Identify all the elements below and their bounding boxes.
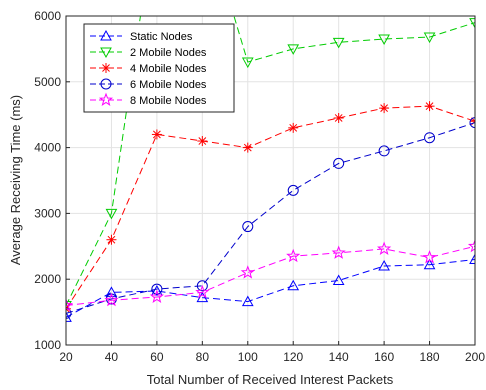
data-point <box>331 245 346 259</box>
data-point <box>423 258 436 270</box>
legend-entry: Static Nodes <box>90 29 193 43</box>
data-point <box>333 157 345 169</box>
y-tick-label: 3000 <box>34 206 61 220</box>
data-point <box>104 292 119 307</box>
data-point <box>333 112 344 123</box>
data-point <box>378 145 390 157</box>
data-point <box>105 286 118 297</box>
x-tick-label: 140 <box>329 350 349 364</box>
data-point <box>424 101 435 112</box>
data-point <box>332 274 345 286</box>
series-line <box>66 122 475 314</box>
data-point <box>378 34 390 46</box>
data-point <box>106 234 117 245</box>
legend-marker <box>100 47 112 59</box>
y-tick-label: 6000 <box>34 9 61 23</box>
y-tick-label: 2000 <box>34 272 61 286</box>
y-tick-label: 5000 <box>34 75 61 89</box>
legend-label: 4 Mobile Nodes <box>130 63 207 75</box>
legend-marker <box>100 78 112 90</box>
data-point <box>469 253 475 264</box>
legend-entry: 6 Mobile Nodes <box>90 78 207 91</box>
data-point <box>287 184 299 196</box>
x-tick-label: 40 <box>105 350 119 364</box>
data-point <box>242 142 253 153</box>
data-point <box>149 289 164 303</box>
x-tick-label: 100 <box>238 350 258 364</box>
y-tick-label: 1000 <box>34 338 61 352</box>
data-point <box>378 260 390 271</box>
data-point <box>151 283 163 295</box>
data-point <box>196 280 208 292</box>
y-tick-label: 4000 <box>34 141 61 155</box>
x-tick-label: 20 <box>59 350 73 364</box>
data-point <box>197 136 208 147</box>
data-point <box>242 221 254 233</box>
x-tick-label: 180 <box>420 350 440 364</box>
legend-entry: 4 Mobile Nodes <box>90 63 207 75</box>
legend-entry: 2 Mobile Nodes <box>90 47 207 59</box>
legend-marker <box>98 92 114 107</box>
data-point <box>288 122 299 133</box>
data-point <box>241 295 254 307</box>
data-point <box>332 37 345 49</box>
data-point <box>66 311 72 322</box>
data-point <box>240 265 255 279</box>
data-point <box>469 18 475 29</box>
legend-marker <box>100 29 112 41</box>
data-point <box>422 250 437 264</box>
data-point <box>424 132 436 144</box>
data-point <box>286 248 301 263</box>
data-point <box>195 284 210 299</box>
data-point <box>66 298 74 312</box>
series-line <box>66 245 475 307</box>
data-point <box>377 241 392 255</box>
data-point <box>379 103 390 114</box>
data-point <box>287 44 300 55</box>
data-point <box>151 129 162 140</box>
x-tick-label: 160 <box>374 350 394 364</box>
y-tick-labels: 1000 2000 3000 4000 5000 6000 <box>34 9 70 352</box>
x-tick-label: 120 <box>283 350 303 364</box>
legend-marker <box>101 63 111 73</box>
data-point <box>241 57 254 69</box>
legend-entry: 8 Mobile Nodes <box>90 92 207 107</box>
data-point <box>66 307 72 319</box>
x-tick-labels: 20 40 60 80 100 120 140 160 180 200 <box>59 341 485 364</box>
data-point <box>467 238 475 253</box>
legend-label: Static Nodes <box>130 31 193 43</box>
y-axis-label: Average Receiving Time (ms) <box>8 95 23 265</box>
legend: Static Nodes 2 Mobile Nodes 4 Mobile Nodes… <box>83 23 235 113</box>
series-line <box>66 105 475 310</box>
legend-label: 6 Mobile Nodes <box>130 79 207 91</box>
data-point <box>423 32 436 44</box>
data-point <box>105 208 118 220</box>
data-point <box>469 117 475 129</box>
series-5 <box>66 238 475 312</box>
data-point <box>287 279 300 291</box>
x-axis-label: Total Number of Received Interest Packet… <box>147 372 394 387</box>
legend-label: 8 Mobile Nodes <box>130 95 207 107</box>
legend-label: 2 Mobile Nodes <box>130 47 207 59</box>
data-point <box>151 285 163 296</box>
x-tick-label: 200 <box>465 350 485 364</box>
plot-frame <box>65 15 476 346</box>
series-line <box>66 258 475 318</box>
x-tick-label: 80 <box>196 350 210 364</box>
x-tick-label: 60 <box>150 350 164 364</box>
